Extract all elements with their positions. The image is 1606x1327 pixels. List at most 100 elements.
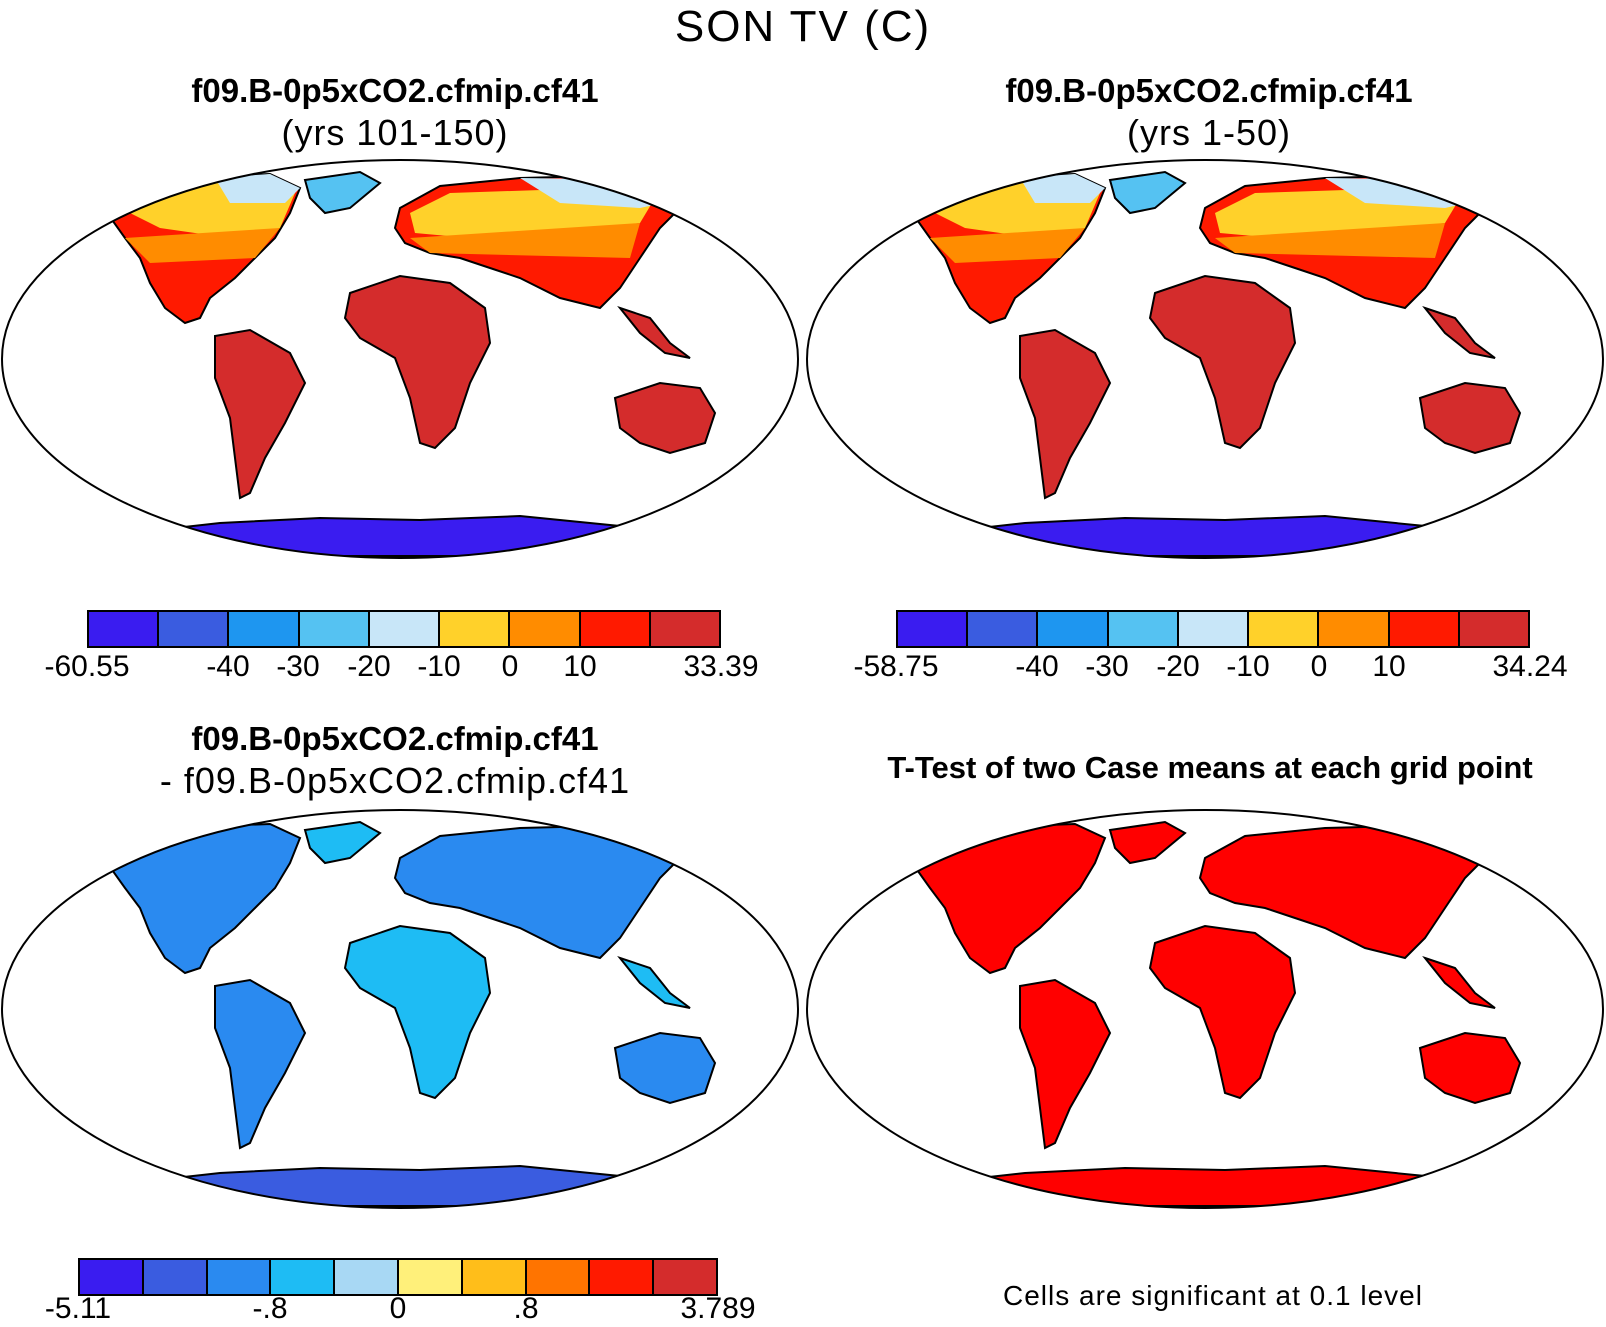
colorbar-swatch xyxy=(650,612,719,646)
panel3-tick: -.8 xyxy=(252,1292,288,1325)
land-africa xyxy=(343,924,492,1100)
panel3-subtitle: - f09.B-0p5xCO2.cfmip.cf41 xyxy=(159,760,631,801)
colorbar-swatch xyxy=(1459,612,1528,646)
panel2-colorbar xyxy=(896,610,1530,648)
colorbar-swatch xyxy=(1038,612,1109,646)
panel1-tick: 33.39 xyxy=(683,650,759,683)
land-northAmerica xyxy=(908,822,1107,975)
colorbar-swatch xyxy=(968,612,1039,646)
panel1-subtitle: (yrs 101-150) xyxy=(281,112,509,153)
panel4-map xyxy=(806,809,1604,1209)
land-group xyxy=(908,170,1522,557)
colorbar-swatch xyxy=(580,612,651,646)
panel1-tick: -20 xyxy=(347,650,391,683)
colorbar-swatch xyxy=(143,1260,208,1294)
land-australia xyxy=(1418,1031,1522,1105)
land-southAmerica xyxy=(1019,978,1112,1150)
land-band-mid xyxy=(125,228,280,263)
panel1-map xyxy=(1,159,799,559)
land-southAmerica xyxy=(1019,328,1112,500)
land-band-mid xyxy=(930,228,1085,263)
land-southAmerica xyxy=(214,328,307,500)
panel1-tick: -60.55 xyxy=(44,650,130,683)
panel1-colorbar xyxy=(87,610,721,648)
panel2-tick: 0 xyxy=(1310,650,1328,683)
panel2-subtitle: (yrs 1-50) xyxy=(1126,112,1292,153)
panel3-map xyxy=(1,809,799,1209)
colorbar-swatch xyxy=(1389,612,1460,646)
land-seAsia xyxy=(617,305,691,359)
land-band-polar xyxy=(1020,174,1105,203)
land-africa xyxy=(343,274,492,450)
colorbar-swatch xyxy=(1319,612,1390,646)
colorbar-swatch xyxy=(229,612,300,646)
colorbar-swatch xyxy=(510,612,581,646)
land-australia xyxy=(613,1031,717,1105)
panel1-tick: -30 xyxy=(276,650,320,683)
land-greenland xyxy=(1108,170,1187,215)
land-band-polar xyxy=(215,174,300,203)
panel2-map xyxy=(806,159,1604,559)
land-group xyxy=(908,820,1522,1207)
land-southAmerica xyxy=(214,978,307,1150)
panel2-title: f09.B-0p5xCO2.cfmip.cf41 xyxy=(1005,72,1413,109)
panel2-tick: -20 xyxy=(1156,650,1200,683)
colorbar-swatch xyxy=(440,612,511,646)
colorbar-swatch xyxy=(898,612,969,646)
land-seAsia xyxy=(1422,955,1496,1009)
panel4-title: T-Test of two Case means at each grid po… xyxy=(887,750,1533,785)
map-boundary xyxy=(1,159,799,559)
panel3-tick: .8 xyxy=(513,1292,539,1325)
colorbar-swatch xyxy=(207,1260,272,1294)
panel2-tick: -30 xyxy=(1085,650,1129,683)
land-greenland xyxy=(303,170,382,215)
colorbar-swatch xyxy=(299,612,370,646)
colorbar-swatch xyxy=(369,612,441,646)
land-seAsia xyxy=(617,955,691,1009)
land-africa xyxy=(1148,924,1297,1100)
colorbar-swatch xyxy=(89,612,160,646)
land-band-mid xyxy=(410,223,640,258)
land-group xyxy=(103,170,717,557)
land-seAsia xyxy=(1422,305,1496,359)
panel3-tick: 3.789 xyxy=(680,1292,756,1325)
land-group xyxy=(103,820,717,1207)
colorbar-swatch xyxy=(526,1260,591,1294)
colorbar-swatch xyxy=(1108,612,1179,646)
colorbar-swatch xyxy=(1249,612,1320,646)
panel2-tick: -10 xyxy=(1226,650,1270,683)
panel2-tick: 34.24 xyxy=(1492,650,1568,683)
significance-note: Cells are significant at 0.1 level xyxy=(1003,1280,1423,1311)
land-africa xyxy=(1148,274,1297,450)
panel3-title: f09.B-0p5xCO2.cfmip.cf41 xyxy=(191,720,599,757)
colorbar-swatch xyxy=(462,1260,527,1294)
main-title: SON TV (C) xyxy=(674,2,932,51)
panel1-tick: 0 xyxy=(501,650,519,683)
colorbar-swatch xyxy=(80,1260,144,1294)
land-greenland xyxy=(303,820,382,865)
panel2-tick: -40 xyxy=(1015,650,1059,683)
colorbar-swatch xyxy=(1178,612,1250,646)
panel1-tick: 10 xyxy=(563,650,597,683)
map-boundary xyxy=(806,809,1604,1209)
panel3-tick: 0 xyxy=(389,1292,407,1325)
land-band-mid xyxy=(1215,223,1445,258)
panel2-tick: -58.75 xyxy=(853,650,939,683)
map-boundary xyxy=(1,809,799,1209)
land-australia xyxy=(1418,381,1522,455)
colorbar-swatch xyxy=(271,1260,336,1294)
land-northAmerica xyxy=(103,822,302,975)
colorbar-swatch xyxy=(654,1260,716,1294)
panel3-colorbar xyxy=(78,1258,718,1296)
colorbar-swatch xyxy=(159,612,230,646)
panel3-tick: -5.11 xyxy=(44,1292,112,1325)
colorbar-swatch xyxy=(335,1260,399,1294)
panel1-title: f09.B-0p5xCO2.cfmip.cf41 xyxy=(191,72,599,109)
land-greenland xyxy=(1108,820,1187,865)
panel1-tick: -40 xyxy=(206,650,250,683)
land-australia xyxy=(613,381,717,455)
colorbar-swatch xyxy=(398,1260,463,1294)
colorbar-swatch xyxy=(590,1260,655,1294)
map-boundary xyxy=(806,159,1604,559)
panel1-tick: -10 xyxy=(417,650,461,683)
